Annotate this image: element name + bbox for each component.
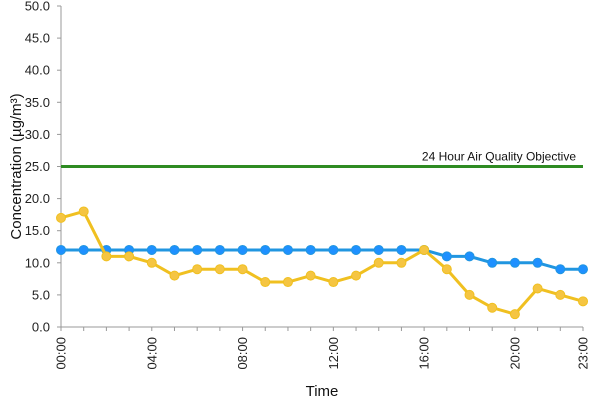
x-axis-ticks: 00:00 04:00 08:00 12:00 16:00 20:00 23:00 bbox=[54, 327, 591, 370]
series-1-point bbox=[56, 244, 66, 255]
series-1-point bbox=[464, 251, 475, 262]
series-2-point bbox=[101, 251, 112, 262]
y-tick-label: 5.0 bbox=[32, 287, 50, 302]
series-1-point bbox=[214, 244, 225, 255]
series-2-point bbox=[419, 244, 430, 255]
y-axis-ticks: 0.0 5.0 10.0 15.0 20.0 25.0 30.0 35.0 40.0 45.0 50… bbox=[25, 0, 61, 335]
y-tick-label: 30.0 bbox=[25, 127, 50, 142]
series-2-point bbox=[237, 264, 248, 275]
series-2-point bbox=[509, 309, 520, 320]
series-2-point bbox=[282, 277, 293, 288]
series-1-point bbox=[396, 244, 407, 255]
y-tick-label: 15.0 bbox=[25, 223, 50, 238]
series-1-point bbox=[532, 257, 543, 268]
series-2 bbox=[56, 206, 588, 320]
series-2-point bbox=[56, 212, 66, 223]
x-axis-title: Time bbox=[306, 383, 339, 400]
y-tick-label: 0.0 bbox=[32, 320, 50, 335]
series-2-point bbox=[351, 270, 362, 281]
series-2-point bbox=[464, 289, 475, 300]
y-tick-label: 10.0 bbox=[25, 255, 50, 270]
series-2-point bbox=[305, 270, 316, 281]
series-1-point bbox=[578, 264, 588, 275]
x-tick-label: 00:00 bbox=[54, 337, 69, 370]
series-1-point bbox=[146, 244, 157, 255]
y-tick-label: 35.0 bbox=[25, 95, 50, 110]
series-2-point bbox=[169, 270, 180, 281]
x-tick-label: 16:00 bbox=[417, 337, 432, 370]
series-2-point bbox=[487, 302, 498, 313]
series-2-point bbox=[373, 257, 384, 268]
series-1-point bbox=[282, 244, 293, 255]
y-tick-label: 50.0 bbox=[25, 0, 50, 14]
series-2-point bbox=[214, 264, 225, 275]
series-1-point bbox=[305, 244, 316, 255]
air-quality-objective-label: 24 Hour Air Quality Objective bbox=[422, 150, 576, 164]
x-tick-label: 04:00 bbox=[144, 337, 159, 370]
series-2-point bbox=[396, 257, 407, 268]
series-1-point bbox=[441, 251, 452, 262]
y-tick-label: 20.0 bbox=[25, 191, 50, 206]
series-1-point bbox=[260, 244, 271, 255]
y-tick-label: 40.0 bbox=[25, 63, 50, 78]
series-2-point bbox=[124, 251, 135, 262]
series-1-point bbox=[487, 257, 498, 268]
series-1-point bbox=[192, 244, 203, 255]
series-1-point bbox=[373, 244, 384, 255]
x-tick-label: 23:00 bbox=[576, 337, 591, 370]
reference-line-group: 24 Hour Air Quality Objective bbox=[61, 150, 583, 168]
x-tick-label: 08:00 bbox=[235, 337, 250, 370]
series-2-point bbox=[260, 277, 271, 288]
series-2-point bbox=[532, 283, 543, 294]
series-2-point bbox=[146, 257, 157, 268]
series-group bbox=[56, 206, 588, 320]
series-2-point bbox=[328, 277, 339, 288]
x-tick-label: 12:00 bbox=[326, 337, 341, 370]
y-tick-label: 45.0 bbox=[25, 31, 50, 46]
series-1-point bbox=[169, 244, 180, 255]
series-1-point bbox=[509, 257, 520, 268]
series-1-point bbox=[351, 244, 362, 255]
series-1-point bbox=[78, 244, 89, 255]
series-1-point bbox=[328, 244, 339, 255]
y-axis-title: Concentration (µg/m³) bbox=[8, 93, 25, 239]
series-1-point bbox=[555, 264, 566, 275]
series-2-point bbox=[192, 264, 203, 275]
series-2-point bbox=[78, 206, 89, 217]
series-2-point bbox=[441, 264, 452, 275]
y-tick-label: 25.0 bbox=[25, 159, 50, 174]
series-2-point bbox=[555, 289, 566, 300]
series-1-point bbox=[237, 244, 248, 255]
series-2-point bbox=[578, 296, 588, 307]
x-tick-label: 20:00 bbox=[507, 337, 522, 370]
